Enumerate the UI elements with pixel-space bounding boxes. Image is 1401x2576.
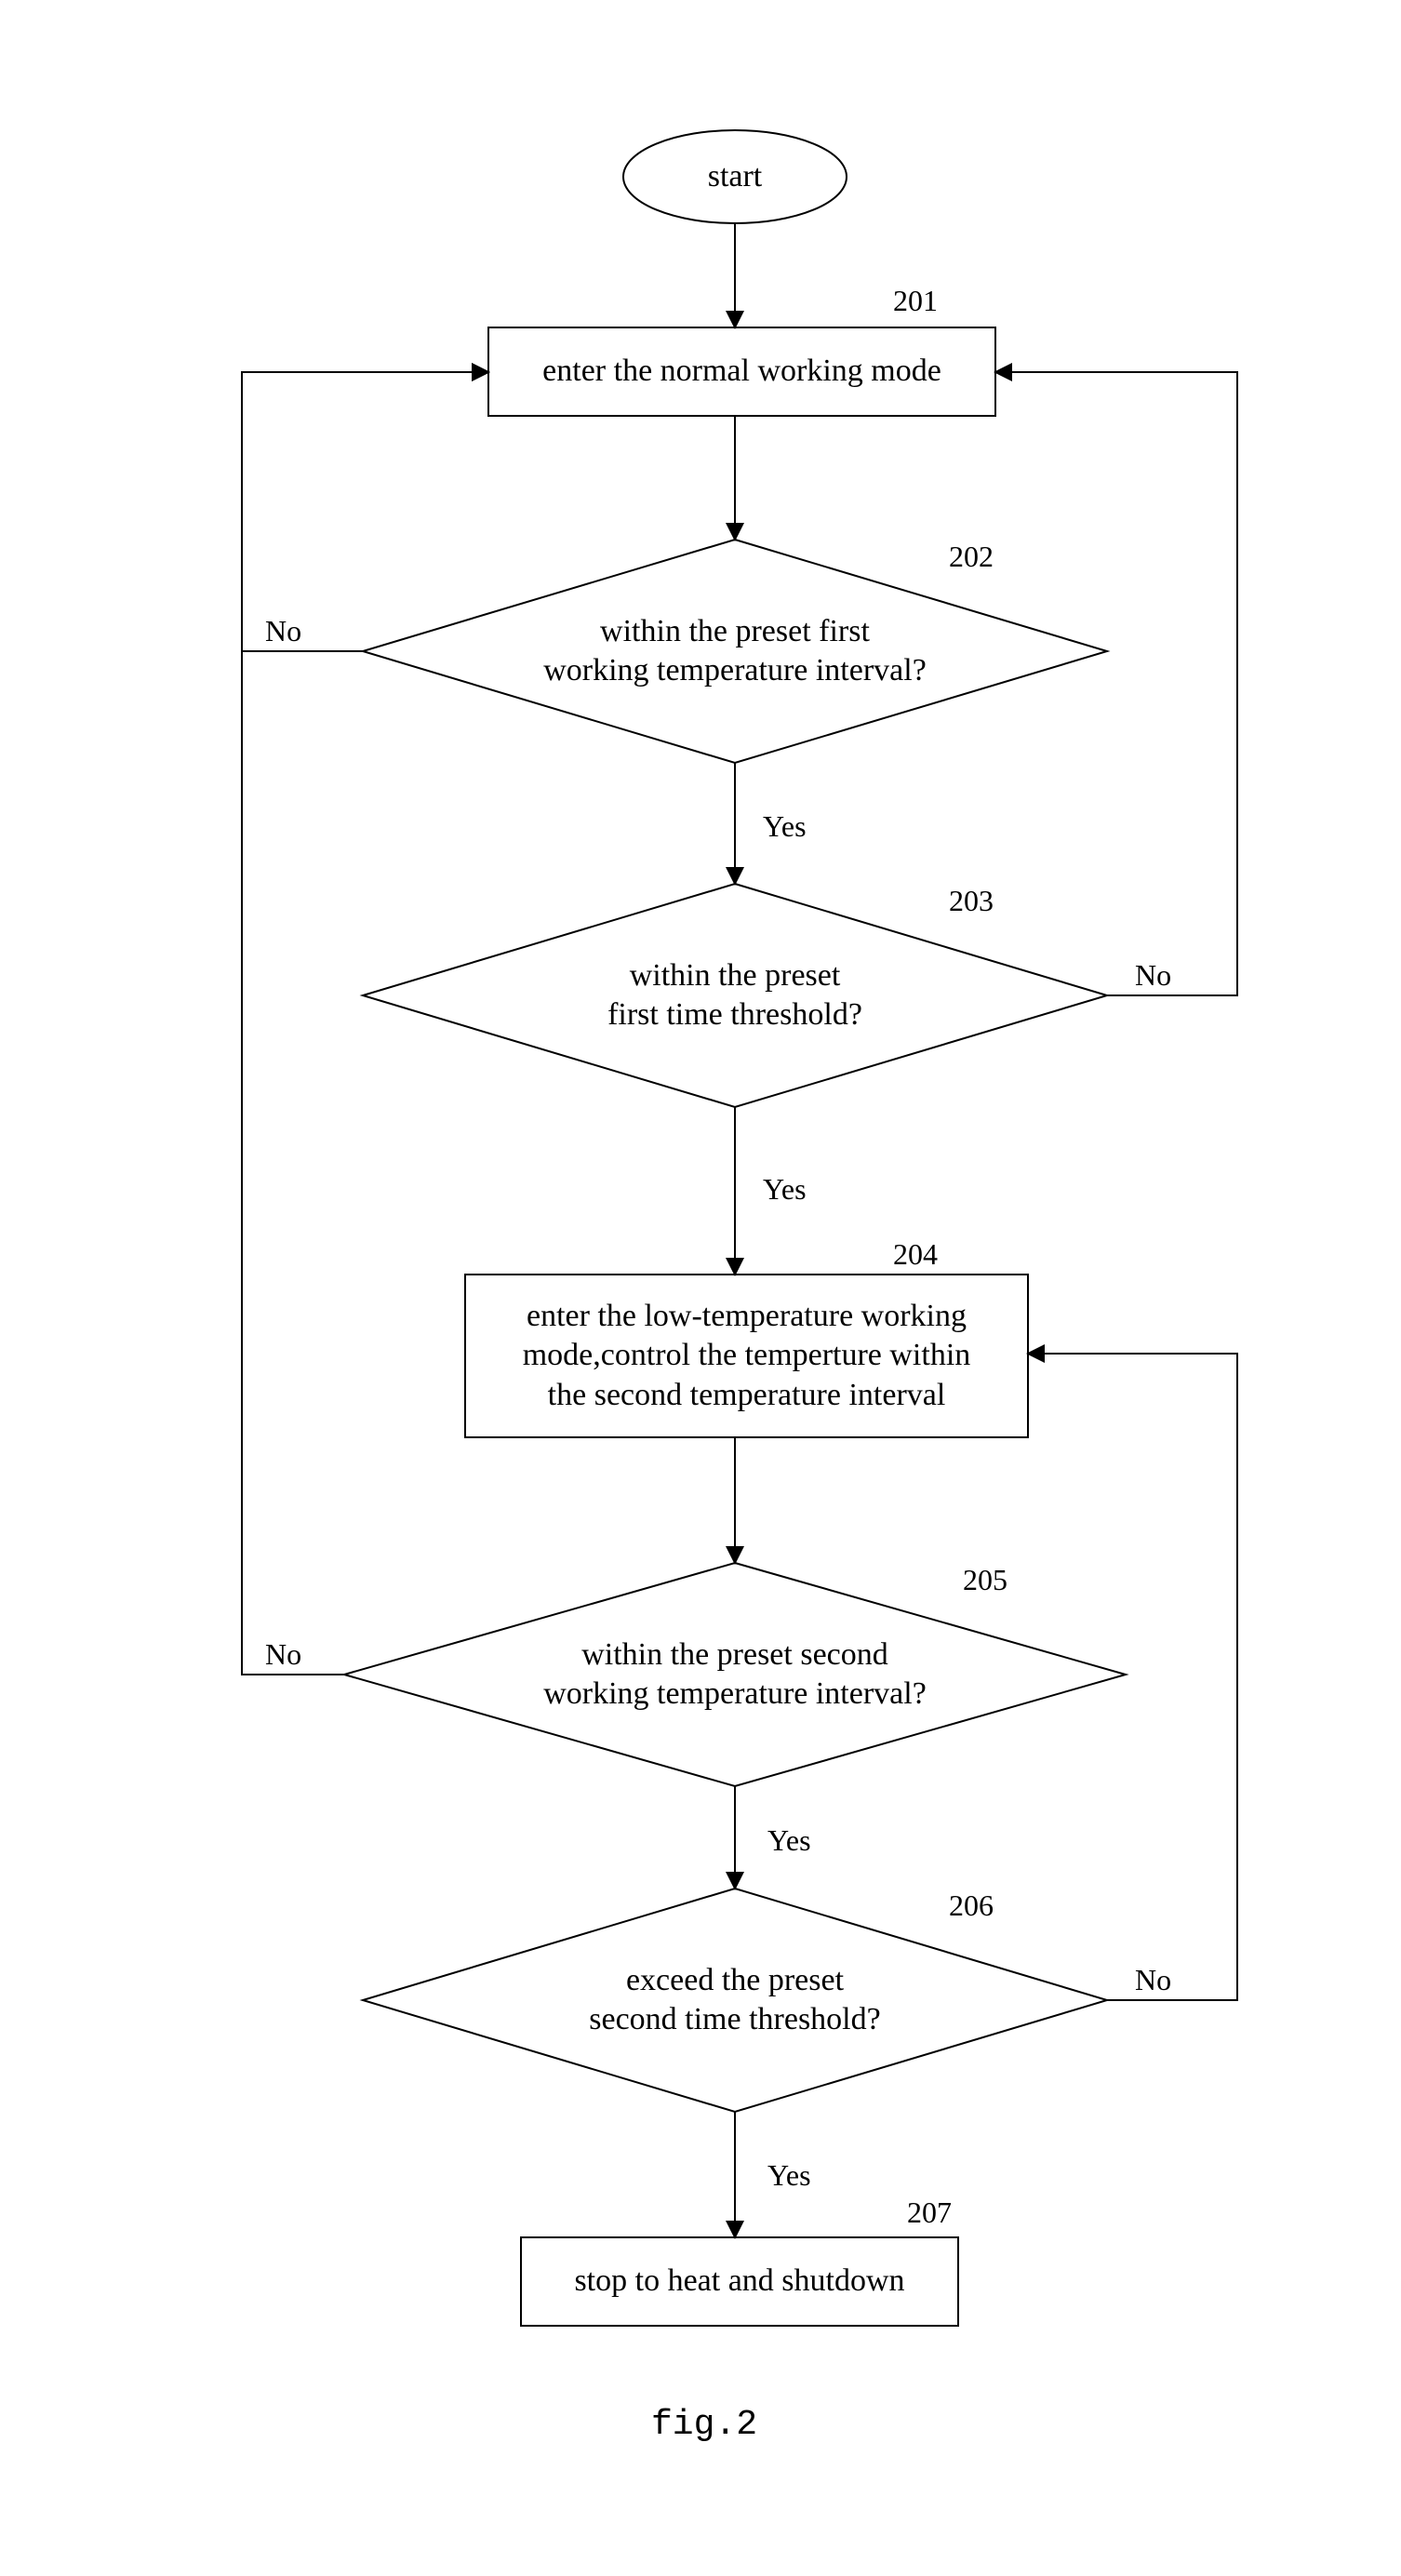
edge-9 [995,372,1237,995]
node-tag-n201: 201 [893,284,938,318]
edge-7 [242,372,488,651]
node-text-start: start [623,157,847,197]
node-text-n205: within the preset second working tempera… [461,1635,1008,1715]
node-tag-n202: 202 [949,540,994,574]
node-tag-n207: 207 [907,2196,952,2230]
node-text-n207: stop to heat and shutdown [521,2262,958,2302]
node-tag-n206: 206 [949,1889,994,1923]
edge-label-10: No [1135,1963,1171,1997]
edge-label-2: Yes [763,809,807,844]
node-text-n201: enter the normal working mode [488,352,995,392]
node-tag-n204: 204 [893,1237,938,1272]
edge-8 [242,372,488,1675]
node-text-n203: within the preset first time threshold? [474,956,995,1035]
edge-label-7: No [265,614,301,648]
node-text-n202: within the preset first working temperat… [474,612,995,691]
node-text-n206: exceed the preset second time threshold? [474,1961,995,2040]
node-tag-n205: 205 [963,1563,1007,1597]
edge-label-8: No [265,1637,301,1672]
figure-caption: fig.2 [651,2405,757,2445]
edge-label-9: No [1135,958,1171,993]
flowchart-canvas: start enter the normal working mode 201 wit… [0,0,1401,2576]
node-tag-n203: 203 [949,884,994,918]
node-text-n204: enter the low-temperature working mode,c… [465,1297,1028,1416]
edge-10 [1028,1354,1237,2000]
edge-label-5: Yes [767,1823,811,1858]
edge-label-3: Yes [763,1172,807,1207]
edge-label-6: Yes [767,2158,811,2193]
